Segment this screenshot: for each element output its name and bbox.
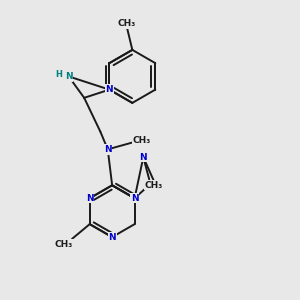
Text: N: N [140,153,147,162]
Text: N: N [65,72,72,81]
Text: N: N [131,194,138,203]
Text: N: N [104,145,112,154]
Text: CH₃: CH₃ [55,240,73,249]
Text: CH₃: CH₃ [118,19,136,28]
Text: CH₃: CH₃ [133,136,151,145]
Text: N: N [86,194,94,203]
Text: N: N [108,232,116,242]
Text: CH₃: CH₃ [145,181,163,190]
Text: N: N [106,85,113,94]
Text: H: H [55,70,62,80]
